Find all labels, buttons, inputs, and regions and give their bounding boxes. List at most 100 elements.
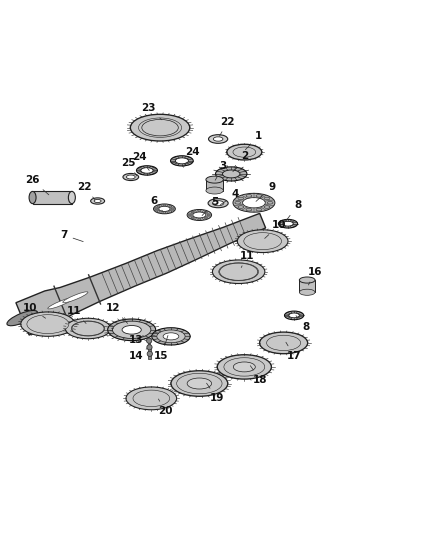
Ellipse shape xyxy=(236,148,253,156)
Ellipse shape xyxy=(144,120,177,135)
Text: 8: 8 xyxy=(286,200,301,221)
Ellipse shape xyxy=(222,264,255,279)
Ellipse shape xyxy=(169,211,172,212)
Ellipse shape xyxy=(138,118,182,138)
Ellipse shape xyxy=(137,166,157,175)
Ellipse shape xyxy=(246,208,252,211)
Ellipse shape xyxy=(21,312,75,336)
Ellipse shape xyxy=(177,373,222,394)
Ellipse shape xyxy=(27,314,69,334)
Text: 9: 9 xyxy=(256,182,276,201)
Text: 19: 19 xyxy=(207,383,224,403)
Ellipse shape xyxy=(204,211,208,213)
Ellipse shape xyxy=(108,319,155,341)
FancyBboxPatch shape xyxy=(148,341,150,346)
Polygon shape xyxy=(299,280,315,292)
Ellipse shape xyxy=(271,337,297,349)
Ellipse shape xyxy=(157,211,160,212)
Ellipse shape xyxy=(7,310,38,326)
Ellipse shape xyxy=(233,362,255,372)
Ellipse shape xyxy=(208,199,228,208)
Ellipse shape xyxy=(131,119,190,136)
Text: 2: 2 xyxy=(233,151,248,172)
Ellipse shape xyxy=(217,355,272,379)
Ellipse shape xyxy=(238,206,244,208)
Ellipse shape xyxy=(142,119,178,136)
Ellipse shape xyxy=(29,191,36,204)
Text: 11: 11 xyxy=(240,251,254,268)
Text: 15: 15 xyxy=(154,335,169,361)
Ellipse shape xyxy=(191,217,194,219)
Ellipse shape xyxy=(299,277,315,283)
Ellipse shape xyxy=(187,209,212,221)
FancyBboxPatch shape xyxy=(148,348,151,352)
Ellipse shape xyxy=(113,321,151,338)
Ellipse shape xyxy=(260,336,307,350)
Ellipse shape xyxy=(237,230,288,253)
Ellipse shape xyxy=(163,333,179,340)
Ellipse shape xyxy=(299,289,315,295)
Text: 1: 1 xyxy=(245,132,262,150)
Ellipse shape xyxy=(127,175,135,179)
Ellipse shape xyxy=(68,191,75,204)
Ellipse shape xyxy=(63,292,88,303)
Ellipse shape xyxy=(206,176,223,183)
Ellipse shape xyxy=(94,199,101,203)
Ellipse shape xyxy=(163,205,166,206)
Ellipse shape xyxy=(175,158,188,164)
Text: 17: 17 xyxy=(286,342,301,361)
Ellipse shape xyxy=(256,208,262,211)
Ellipse shape xyxy=(65,318,111,338)
Ellipse shape xyxy=(163,212,166,213)
Ellipse shape xyxy=(171,371,228,396)
FancyBboxPatch shape xyxy=(148,354,151,359)
Ellipse shape xyxy=(225,171,238,177)
Ellipse shape xyxy=(289,313,299,318)
Ellipse shape xyxy=(157,206,160,207)
Ellipse shape xyxy=(267,335,300,351)
Ellipse shape xyxy=(219,263,258,280)
Text: 22: 22 xyxy=(77,182,95,200)
Ellipse shape xyxy=(219,263,258,281)
Ellipse shape xyxy=(198,219,201,220)
Ellipse shape xyxy=(256,195,262,197)
Ellipse shape xyxy=(244,233,282,249)
Ellipse shape xyxy=(122,326,141,334)
Text: 23: 23 xyxy=(141,103,162,120)
Ellipse shape xyxy=(91,198,105,204)
Ellipse shape xyxy=(283,221,293,226)
Ellipse shape xyxy=(267,201,273,204)
Ellipse shape xyxy=(153,204,175,214)
Ellipse shape xyxy=(243,198,265,208)
Text: 5: 5 xyxy=(202,197,218,215)
Circle shape xyxy=(147,338,152,343)
Text: 13: 13 xyxy=(129,335,143,345)
Ellipse shape xyxy=(188,214,192,216)
Text: 25: 25 xyxy=(121,158,137,176)
Text: 12: 12 xyxy=(106,303,127,324)
Text: 4: 4 xyxy=(220,189,239,205)
Ellipse shape xyxy=(170,156,193,166)
Ellipse shape xyxy=(215,167,247,181)
Ellipse shape xyxy=(229,360,260,374)
Text: 10: 10 xyxy=(265,220,286,238)
Ellipse shape xyxy=(171,376,228,391)
Ellipse shape xyxy=(264,197,270,200)
Ellipse shape xyxy=(204,217,208,219)
Ellipse shape xyxy=(163,333,179,340)
Text: 24: 24 xyxy=(184,147,200,167)
Text: 20: 20 xyxy=(159,399,173,416)
Ellipse shape xyxy=(206,187,223,194)
Ellipse shape xyxy=(212,200,224,206)
Ellipse shape xyxy=(72,321,104,336)
Text: 10: 10 xyxy=(23,303,46,318)
Ellipse shape xyxy=(207,214,210,216)
Ellipse shape xyxy=(238,197,244,200)
Ellipse shape xyxy=(224,358,265,376)
Ellipse shape xyxy=(279,220,297,228)
Ellipse shape xyxy=(30,316,65,332)
Ellipse shape xyxy=(48,297,74,309)
Text: 8: 8 xyxy=(296,316,310,332)
Text: 18: 18 xyxy=(250,366,268,385)
Ellipse shape xyxy=(169,206,172,207)
